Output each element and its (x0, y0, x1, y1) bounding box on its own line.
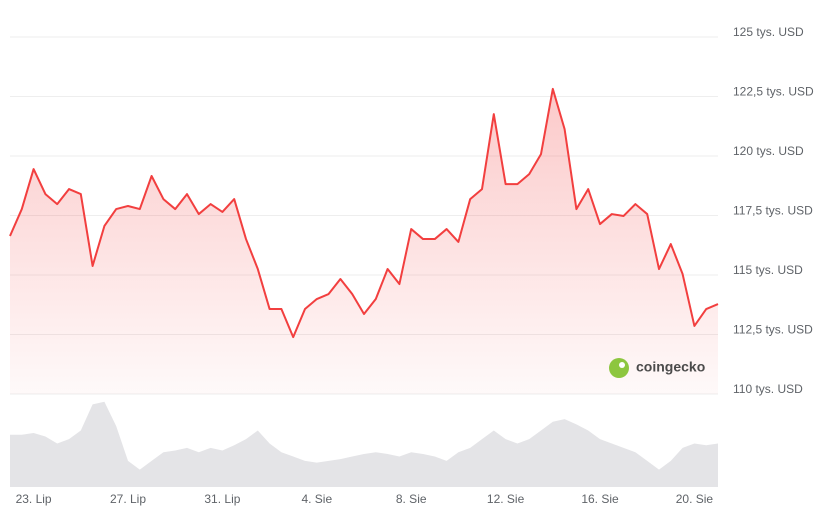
x-tick-label: 31. Lip (204, 492, 240, 506)
x-tick-label: 20. Sie (676, 492, 714, 506)
x-tick-label: 4. Sie (301, 492, 332, 506)
x-tick-label: 12. Sie (487, 492, 525, 506)
y-tick-label: 125 tys. USD (733, 25, 804, 39)
volume-area (10, 401, 718, 487)
x-tick-label: 16. Sie (581, 492, 619, 506)
x-tick-label: 8. Sie (396, 492, 427, 506)
price-area (10, 88, 718, 394)
watermark-text: coingecko (636, 359, 705, 375)
y-tick-label: 122,5 tys. USD (733, 85, 814, 99)
watermark: coingecko (609, 358, 705, 378)
x-tick-label: 23. Lip (16, 492, 52, 506)
x-tick-label: 27. Lip (110, 492, 146, 506)
y-tick-label: 115 tys. USD (733, 263, 803, 277)
y-tick-label: 117,5 tys. USD (733, 204, 813, 218)
y-tick-label: 120 tys. USD (733, 144, 804, 158)
watermark-eye (619, 362, 625, 368)
price-line (9, 87, 719, 339)
watermark-icon (609, 358, 629, 378)
y-tick-label: 112,5 tys. USD (733, 323, 813, 337)
y-tick-label: 110 tys. USD (733, 382, 803, 396)
